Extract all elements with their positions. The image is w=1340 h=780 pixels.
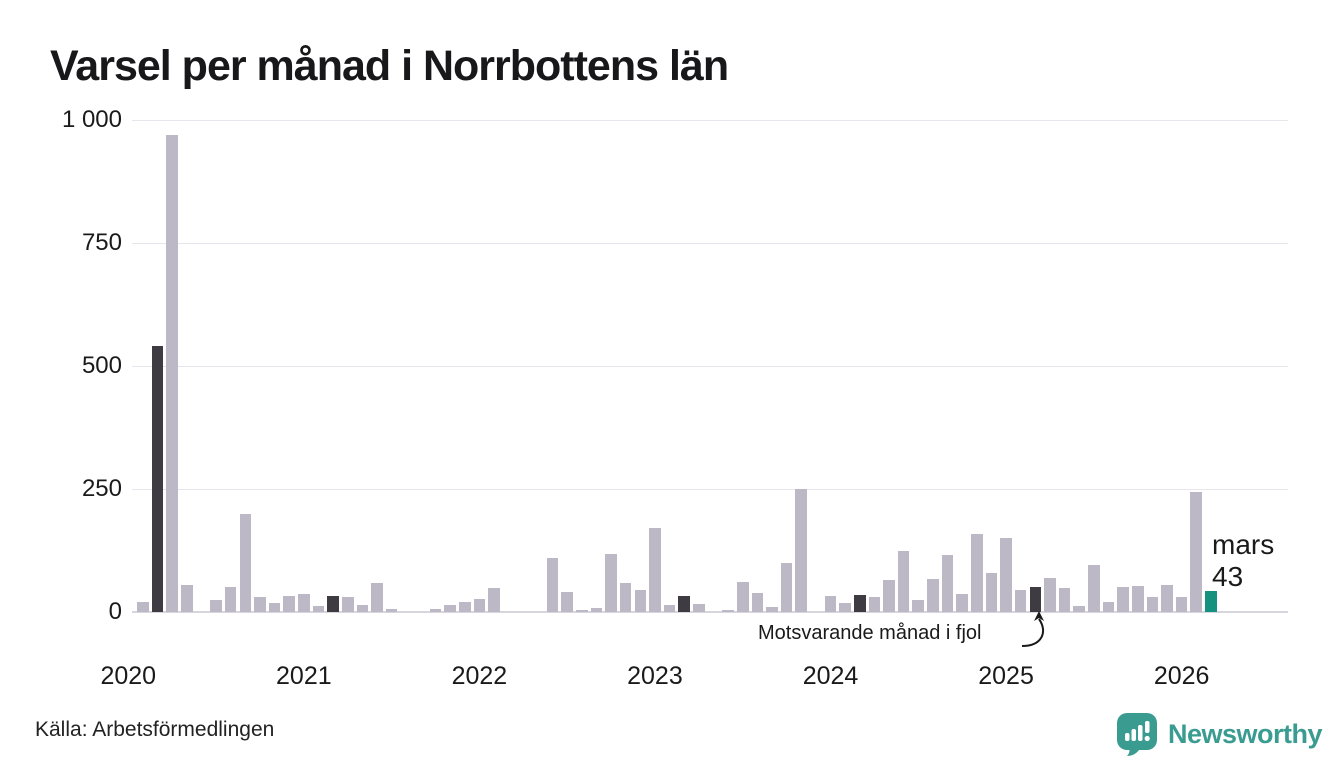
bar-jul-2023	[736, 582, 749, 612]
bar-mar-2021	[327, 595, 339, 612]
gridline-500	[132, 366, 1288, 367]
bar-mar-2025	[1029, 587, 1042, 612]
bar-okt-2021	[429, 608, 442, 612]
bar-aug-2020	[224, 587, 237, 612]
x-axis-year-2025: 2025	[978, 662, 1034, 690]
bar-okt-2023	[780, 562, 793, 612]
bar-dec-2020	[283, 595, 295, 612]
bar-jul-2021	[385, 609, 398, 612]
bar-jun-2022	[546, 557, 559, 612]
bar-jul-2020	[210, 599, 222, 612]
bar-jul-2024	[912, 599, 925, 612]
bar-jun-2023	[722, 610, 734, 612]
bar-apr-2023	[693, 604, 705, 612]
reference-annotation: Motsvarande månad i fjol	[758, 622, 982, 644]
gridline-1000	[132, 120, 1288, 121]
latest-month-name: mars	[1212, 529, 1275, 560]
bar-aug-2022	[576, 609, 588, 612]
bar-apr-2020	[166, 134, 178, 612]
bar-okt-2022	[605, 553, 617, 612]
bar-aug-2024	[927, 579, 939, 612]
page-title: Varsel per månad i Norrbottens län	[50, 42, 729, 90]
bar-dec-2021	[458, 601, 471, 612]
bar-jul-2025	[1088, 565, 1100, 612]
bar-jan-2023	[649, 528, 661, 612]
y-tick-label-0: 0	[108, 598, 122, 625]
bar-jan-2026	[1175, 596, 1188, 612]
gridline-250	[132, 489, 1288, 490]
bar-sep-2023	[766, 606, 778, 612]
gridline-750	[132, 243, 1288, 244]
bar-aug-2025	[1102, 601, 1115, 612]
bar-nov-2022	[619, 583, 632, 612]
bar-nov-2020	[268, 603, 281, 612]
bar-okt-2025	[1131, 586, 1144, 612]
bar-aug-2023	[751, 593, 764, 612]
source-caption: Källa: Arbetsförmedlingen	[35, 718, 275, 741]
bar-maj-2025	[1058, 588, 1071, 612]
bar-jan-2022	[473, 598, 486, 612]
bar-dec-2024	[985, 572, 998, 612]
y-tick-label-1000: 1 000	[61, 106, 122, 133]
bar-apr-2024	[868, 597, 881, 612]
bar-maj-2024	[883, 580, 895, 612]
bar-sep-2022	[590, 608, 603, 612]
bar-nov-2023	[795, 489, 808, 612]
y-tick-label-500: 500	[81, 352, 122, 379]
x-axis-year-2026: 2026	[1153, 662, 1210, 690]
x-axis-year-2024: 2024	[802, 662, 859, 690]
brand-logo: Newsworthy	[1116, 712, 1323, 756]
latest-month-label: mars 43	[1212, 529, 1274, 593]
latest-month-value: 43	[1212, 561, 1244, 592]
bar-dec-2025	[1161, 584, 1173, 612]
bar-okt-2024	[956, 593, 968, 612]
bar-nov-2021	[444, 605, 456, 612]
bar-sep-2024	[941, 555, 954, 612]
bar-apr-2025	[1044, 578, 1056, 612]
bar-feb-2020	[137, 602, 149, 612]
x-axis-year-2022: 2022	[451, 662, 508, 690]
bar-feb-2024	[839, 602, 851, 612]
bar-mar-2020	[151, 346, 164, 612]
bar-maj-2020	[180, 584, 193, 612]
bar-feb-2023	[663, 604, 676, 612]
bar-feb-2026	[1190, 492, 1203, 612]
brand-name: Newsworthy	[1168, 718, 1323, 749]
bar-feb-2022	[488, 588, 500, 612]
bar-feb-2021	[312, 606, 325, 612]
bar-jul-2022	[561, 592, 573, 612]
bar-mar-2026	[1205, 590, 1217, 612]
bar-jan-2021	[298, 593, 310, 612]
bar-mar-2024	[853, 594, 866, 612]
bar-jun-2021	[371, 583, 383, 612]
bar-sep-2020	[239, 513, 252, 612]
newsworthy-bubble-icon	[1117, 713, 1157, 756]
bar-jan-2025	[1000, 538, 1012, 612]
bar-nov-2024	[971, 534, 983, 612]
bar-maj-2021	[356, 604, 369, 612]
y-tick-label-250: 250	[81, 475, 122, 502]
bar-jun-2025	[1073, 606, 1085, 612]
bar-dec-2022	[634, 589, 647, 612]
x-axis-year-2020: 2020	[100, 662, 157, 690]
bar-sep-2025	[1117, 587, 1129, 612]
bar-feb-2025	[1014, 589, 1027, 612]
x-axis-year-2021: 2021	[276, 662, 332, 690]
bar-mar-2023	[678, 595, 690, 612]
y-tick-label-750: 750	[81, 229, 122, 256]
bar-okt-2020	[254, 597, 266, 612]
bar-jan-2024	[824, 595, 837, 612]
annotation-arrow-icon	[1021, 611, 1044, 647]
x-axis-year-2023: 2023	[627, 662, 683, 690]
x-axis-baseline	[132, 611, 1288, 613]
bar-nov-2025	[1146, 597, 1159, 612]
bar-jun-2024	[897, 550, 910, 612]
bar-apr-2021	[341, 597, 354, 612]
